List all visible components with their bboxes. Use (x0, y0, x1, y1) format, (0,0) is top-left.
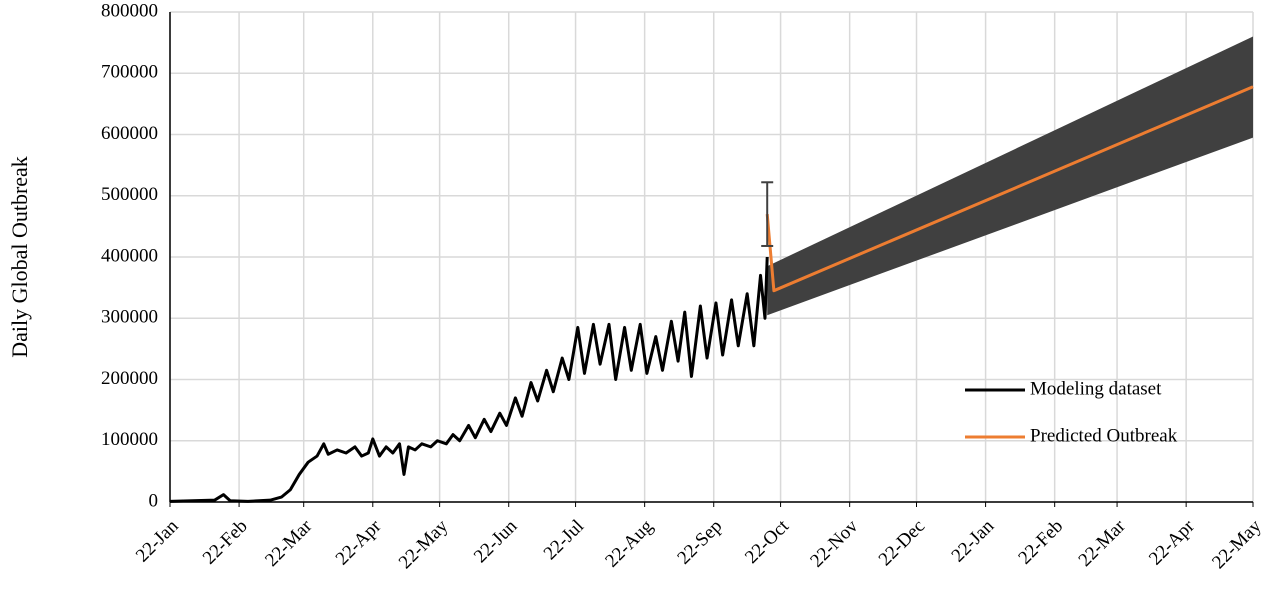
x-tick-label: 22-Jun (470, 515, 522, 567)
y-tick-label: 200000 (101, 368, 158, 389)
error-bar (761, 181, 774, 247)
y-tick-label: 600000 (101, 123, 158, 144)
y-tick-label: 500000 (101, 184, 158, 205)
x-tick-label: 22-Apr (332, 515, 386, 569)
x-tick-label: 22-Nov (806, 515, 862, 571)
x-tick-label: 22-Jan (948, 515, 999, 566)
x-tick-label: 22-Feb (1014, 516, 1067, 569)
y-tick-label: 300000 (101, 307, 158, 328)
x-tick-label: 22-Sep (673, 516, 726, 569)
legend-label: Predicted Outbreak (1030, 425, 1178, 446)
legend-label: Modeling dataset (1030, 378, 1162, 399)
y-axis-label: Daily Global Outbreak (7, 156, 32, 358)
x-tick-label: 22-Dec (875, 516, 929, 570)
y-tick-label: 400000 (101, 245, 158, 266)
series-line (765, 85, 1254, 293)
x-tick-label: 22-Jan (132, 515, 183, 566)
x-tick-label: 22-Oct (741, 515, 794, 568)
x-tick-label: 22-Mar (1075, 515, 1131, 571)
x-tick-label: 22-May (1208, 515, 1266, 573)
y-tick-label: 700000 (101, 62, 158, 83)
x-tick-label: 22-Mar (261, 515, 317, 571)
confidence-band (767, 36, 1253, 316)
x-tick-label: 22-Feb (199, 516, 252, 569)
x-tick-label: 22-Jul (540, 516, 588, 564)
y-tick-label: 0 (149, 490, 159, 511)
x-tick-label: 22-May (395, 515, 453, 573)
series-line (169, 256, 769, 503)
y-tick-label: 800000 (101, 0, 158, 21)
x-tick-label: 22-Aug (601, 515, 657, 571)
y-tick-label: 100000 (101, 429, 158, 450)
x-tick-label: 22-Apr (1145, 515, 1199, 569)
